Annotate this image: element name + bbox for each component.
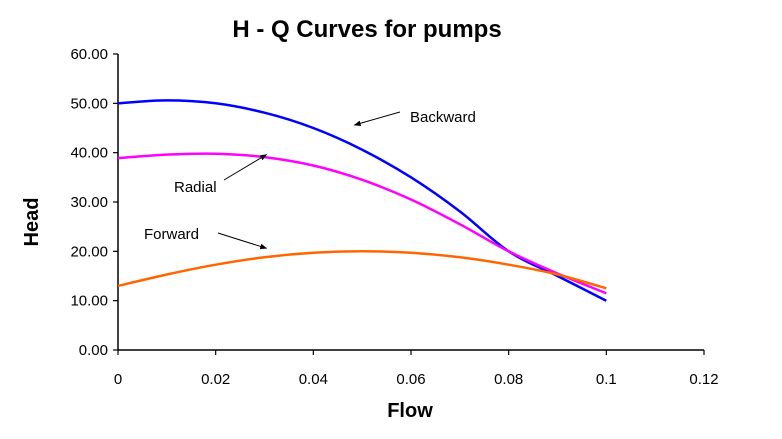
series-line-forward <box>117 250 607 290</box>
annotation-arrow-forward <box>217 232 268 250</box>
x-tick-label: 0.1 <box>596 371 617 388</box>
annotation-forward: Forward <box>144 226 199 243</box>
annotations: Backward Radial Forward <box>144 109 476 250</box>
y-tick-label: 20.00 <box>70 243 108 260</box>
series-line-backward <box>117 99 607 302</box>
axes: 0.00 10.00 20.00 30.00 40.00 50.00 60.00 0 0.02 0… <box>70 46 718 388</box>
series-line-radial <box>117 152 607 295</box>
y-tick-label: 0.00 <box>79 342 108 359</box>
y-tick-label: 60.00 <box>70 46 108 63</box>
x-axis-title: Flow <box>387 400 433 422</box>
annotation-radial: Radial <box>174 179 217 196</box>
annotation-arrow-backward <box>353 111 401 126</box>
curves <box>117 99 607 302</box>
chart-title: H - Q Curves for pumps <box>232 16 501 43</box>
y-tick-label: 50.00 <box>70 95 108 112</box>
x-tick-label: 0.06 <box>396 371 425 388</box>
x-tick-label: 0.04 <box>299 371 328 388</box>
x-tick-label: 0.02 <box>201 371 230 388</box>
y-tick-label: 10.00 <box>70 293 108 310</box>
x-tick-label: 0.12 <box>689 371 718 388</box>
y-tick-label: 30.00 <box>70 194 108 211</box>
y-axis-title: Head <box>21 198 43 247</box>
annotation-arrow-radial <box>223 154 268 181</box>
x-tick-label: 0.08 <box>494 371 523 388</box>
annotation-backward: Backward <box>410 109 476 126</box>
y-tick-label: 40.00 <box>70 145 108 162</box>
x-tick-label: 0 <box>114 371 122 388</box>
